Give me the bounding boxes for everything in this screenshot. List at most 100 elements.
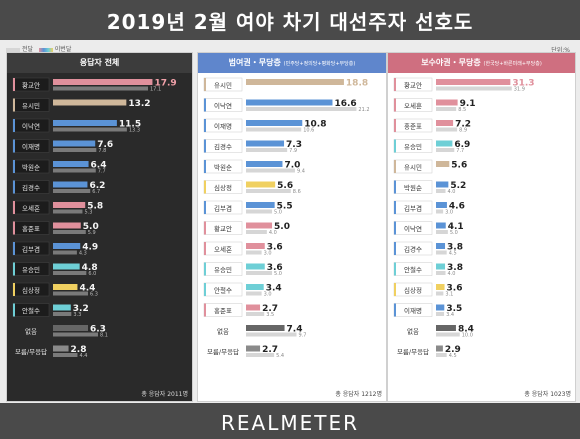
category-accent [204, 283, 206, 296]
panel-conservative-bloc: 보수야권・무당층 (한국당+바른미래+무당층) 황교안 31.3 31.9 오세훈 9.… [387, 52, 576, 402]
bar-current [246, 161, 283, 167]
category-label: 안철수 [214, 286, 232, 295]
value-label-current: 5.0 [274, 222, 290, 232]
value-label-current: 7.6 [97, 140, 113, 150]
bar-current [53, 202, 86, 208]
bar-current [53, 79, 153, 85]
category-accent [394, 180, 396, 194]
bar-current [53, 120, 117, 126]
bar-previous [53, 353, 78, 357]
category-accent [204, 98, 206, 112]
bar-previous [246, 332, 297, 337]
value-label-previous: 7.7 [98, 169, 106, 175]
category-accent [13, 78, 15, 91]
bar-previous [53, 250, 77, 255]
panel-title: 응답자 전체 [79, 58, 120, 67]
category-accent [13, 139, 15, 153]
value-label-current: 6.3 [90, 325, 106, 335]
page-title: 2019년 2월 여야 차기 대선주자 선호도 [106, 10, 474, 34]
bar-current [246, 181, 276, 188]
panel-subtitle: (한국당+바른미래+무당층) [483, 61, 542, 67]
value-label-current: 16.6 [334, 99, 356, 109]
value-label-previous: 3.5 [266, 312, 274, 318]
value-label-current: 7.0 [284, 161, 300, 171]
bar-previous [436, 271, 446, 275]
value-label-previous: 4.0 [448, 271, 456, 277]
category-label: 김부겸 [404, 205, 422, 213]
category-accent [204, 221, 206, 235]
value-label-current: 5.5 [277, 202, 293, 212]
footer: REALMETER [0, 403, 580, 439]
value-label-current: 4.4 [79, 284, 95, 294]
bar-current [436, 243, 446, 249]
value-label-previous: 8.1 [100, 333, 108, 339]
bar-previous [246, 148, 288, 152]
value-label-previous: 9.7 [299, 333, 307, 339]
value-label-current: 4.6 [449, 202, 465, 212]
bar-current [436, 345, 443, 352]
brand-logo: REALMETER [221, 411, 359, 435]
value-label-current: 3.6 [267, 263, 283, 273]
category-accent [394, 303, 396, 317]
value-label-current: 17.9 [154, 79, 176, 89]
category-label: 안철수 [404, 265, 422, 274]
category-label: 오세훈 [404, 101, 422, 110]
bar-previous [436, 127, 458, 132]
category-label: 모름/무응답 [397, 348, 429, 356]
value-label-previous: 4.0 [269, 230, 277, 236]
value-label-current: 3.6 [267, 243, 283, 253]
category-label: 이재명 [214, 122, 232, 131]
bar-previous [246, 230, 267, 234]
value-label-current: 18.8 [346, 79, 368, 89]
category-label: 안철수 [22, 306, 40, 315]
value-label-current: 7.3 [286, 140, 302, 150]
bar-previous [53, 148, 97, 152]
bar-current [436, 202, 447, 208]
bar-current [436, 222, 446, 229]
bar-previous [436, 107, 457, 111]
category-accent [13, 98, 15, 112]
value-label-previous: 3.1 [445, 292, 453, 298]
bar-current [246, 345, 261, 352]
total-respondents-note: 총 응답자 1212명 [335, 391, 382, 398]
category-accent [394, 119, 396, 132]
bar-current [436, 263, 446, 270]
value-label-previous: 3.3 [73, 312, 81, 318]
value-label-previous: 8.9 [459, 128, 467, 134]
bar-previous [436, 230, 448, 234]
category-label: 김경수 [22, 183, 40, 192]
bar-previous [246, 209, 273, 214]
value-label-current: 5.8 [87, 202, 103, 212]
value-label-previous: 7.8 [98, 148, 106, 154]
value-label-current: 3.8 [447, 263, 463, 273]
bar-current [246, 284, 264, 290]
category-label: 유승민 [404, 142, 422, 151]
value-label-previous: 10.0 [462, 333, 473, 339]
value-label-previous: 3.0 [264, 251, 272, 257]
bar-previous [246, 312, 265, 316]
bar-previous [246, 353, 275, 357]
category-accent [13, 303, 15, 317]
value-label-previous: 5.3 [84, 210, 92, 216]
category-label: 김부겸 [214, 205, 232, 213]
value-label-current: 8.4 [458, 325, 474, 335]
category-label: 유승민 [214, 265, 232, 274]
category-accent [394, 283, 396, 296]
value-label-previous: 31.9 [514, 87, 525, 93]
legend-label-current: 전달 [22, 46, 34, 53]
category-label: 박원순 [404, 183, 422, 192]
bar-current [53, 345, 69, 352]
value-label-current: 5.0 [83, 222, 99, 232]
category-accent [394, 221, 396, 235]
bar-previous [53, 332, 98, 337]
value-label-previous: 3.4 [446, 312, 454, 318]
bar-current [53, 222, 81, 229]
category-accent [13, 283, 15, 296]
panel-header: 보수야권・무당층 (한국당+바른미래+무당층) [388, 53, 575, 73]
value-label-current: 4.9 [82, 243, 98, 253]
value-label-current: 5.2 [450, 181, 466, 191]
value-label-current: 2.7 [262, 345, 278, 355]
legend-swatch-previous [38, 47, 53, 52]
value-label-current: 3.4 [266, 284, 282, 294]
value-label-previous: 3.0 [445, 210, 453, 216]
